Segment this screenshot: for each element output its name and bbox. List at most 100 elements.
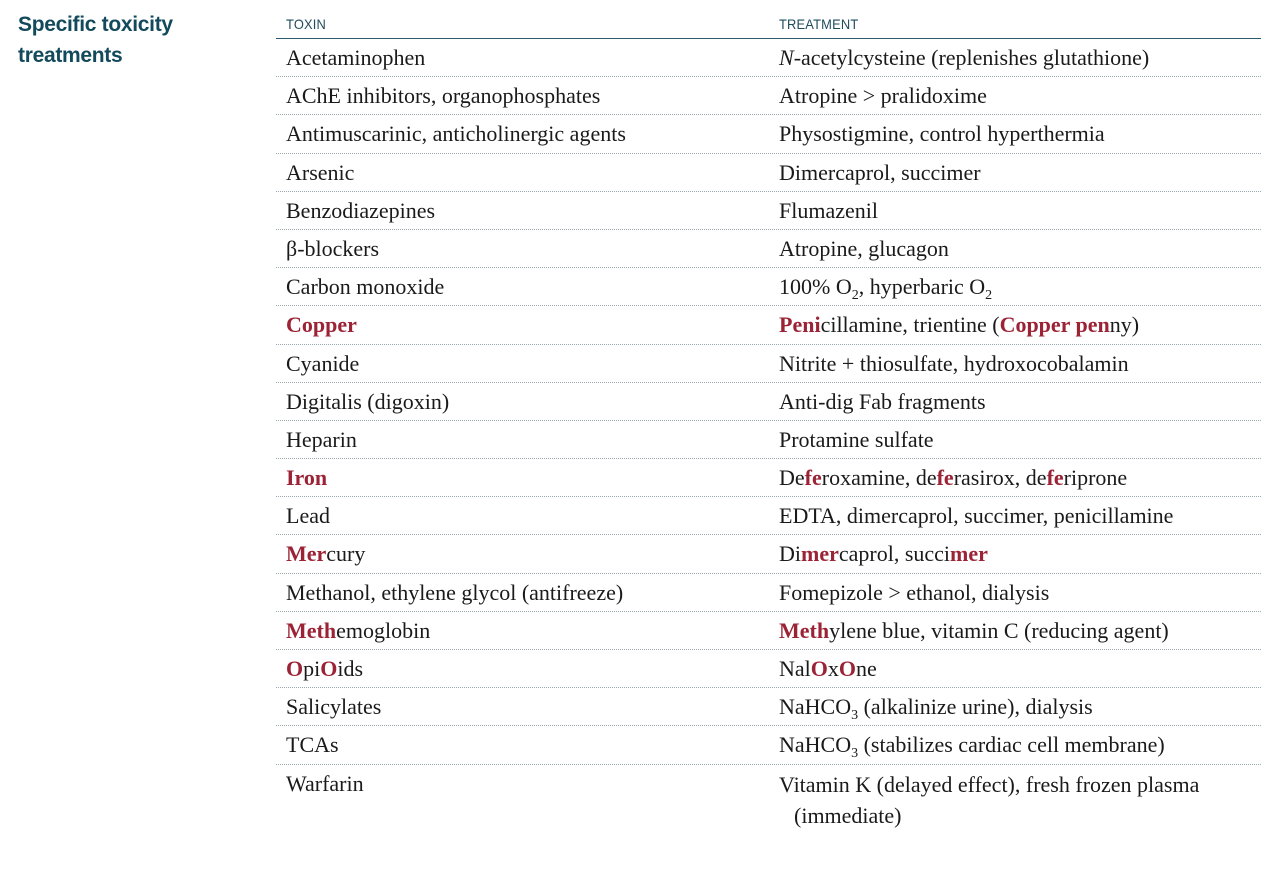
mnemonic-highlight: Iron [286,465,328,491]
toxin-cell: Cyanide [286,351,359,377]
toxin-cell: Iron [286,465,327,491]
text-segment: ylene blue, vitamin C (reducing agent) [829,617,1169,643]
toxin-cell: OpiOids [286,656,363,682]
table-row: Carbon monoxide 100% O2, hyperbaric O2 [276,268,1261,307]
treatment-cell: Nitrite + thiosulfate, hydroxocobalamin [779,351,1129,377]
treatment-cell: N-acetylcysteine (replenishes glutathion… [779,45,1149,71]
table-row: Salicylates NaHCO3 (alkalinize urine), di… [276,688,1261,727]
column-header-toxin: TOXIN [286,16,327,32]
text-segment: Carbon monoxide [286,274,445,300]
toxin-cell: Heparin [286,427,357,453]
treatment-cell: Protamine sulfate [779,427,934,453]
text-segment: 3 [851,746,859,762]
text-segment: roxamine, de [821,465,937,491]
toxicity-treatment-table: TOXIN TREATMENT Acetaminophen N-acetylcys… [276,0,1261,835]
text-segment: Antimuscarinic, anticholinergic agents [286,121,626,147]
table-row: Lead EDTA, dimercaprol, succimer, penicil… [276,497,1261,536]
text-segment: Heparin [286,426,357,452]
mnemonic-highlight: Meth [286,617,337,643]
mnemonic-highlight: O [320,656,338,681]
text-segment: Nal [779,656,811,681]
treatment-cell: Atropine, glucagon [779,236,949,262]
text-segment: Atropine, glucagon [779,235,949,261]
column-header-treatment: TREATMENT [779,16,859,32]
mnemonic-highlight: O [838,656,857,681]
mnemonic-highlight: mer [950,541,988,567]
mnemonic-highlight: Peni [779,312,821,338]
table-row: Heparin Protamine sulfate [276,421,1261,460]
toxin-cell: Benzodiazepines [286,198,435,224]
toxin-cell: Acetaminophen [286,45,425,71]
text-segment: (alkalinize urine), dialysis [858,694,1093,720]
treatment-cell: 100% O2, hyperbaric O2 [779,274,992,303]
toxin-cell: Methemoglobin [286,618,430,644]
treatment-cell: Penicillamine, trientine (Copper penny) [779,312,1139,338]
text-segment: Benzodiazepines [286,197,436,223]
section-title: Specific toxicity treatments [18,13,173,67]
treatment-cell: Dimercaprol, succimer [779,541,988,567]
text-segment: Protamine sulfate [779,426,934,452]
table-row: Benzodiazepines Flumazenil [276,192,1261,230]
text-segment: NaHCO [779,694,852,720]
treatment-cell: NalOxOne [779,656,877,682]
toxin-cell: Carbon monoxide [286,274,444,300]
treatment-cell: Dimercaprol, succimer [779,160,981,186]
table-row: Warfarin Vitamin K (delayed effect), fres… [276,765,1261,835]
table-row: Cyanide Nitrite + thiosulfate, hydroxocob… [276,345,1261,383]
treatment-cell: NaHCO3 (alkalinize urine), dialysis [779,694,1093,724]
text-segment: , hyperbaric O [858,274,986,300]
text-segment: Atropine > pralidoxime [779,83,987,109]
text-segment: Warfarin [286,770,364,796]
toxin-cell: Mercury [286,541,365,567]
mnemonic-highlight: Meth [779,617,830,643]
text-segment: x [827,656,839,681]
text-segment: ne [856,656,877,681]
toxin-cell: Copper [286,312,357,338]
table-row: TCAs NaHCO3 (stabilizes cardiac cell memb… [276,726,1261,765]
table-body: Acetaminophen N-acetylcysteine (replenish… [276,39,1261,835]
table-row: Iron Deferoxamine, deferasirox, deferipro… [276,459,1261,498]
text-segment: emoglobin [336,617,431,643]
mnemonic-highlight: O [810,656,828,681]
mnemonic-highlight: mer [801,541,839,567]
table-row: Methanol, ethylene glycol (antifreeze) Fo… [276,574,1261,612]
table-row: Digitalis (digoxin) Anti-dig Fab fragment… [276,383,1261,421]
text-segment: -acetylcysteine (replenishes glutathione… [793,45,1150,70]
text-segment: β-blockers [286,235,380,261]
text-segment: 3 [851,708,859,724]
toxin-cell: Lead [286,503,330,529]
text-segment: cillamine, trientine ( [820,312,1000,338]
text-segment: (stabilizes cardiac cell membrane) [858,732,1165,758]
toxin-cell: Digitalis (digoxin) [286,389,449,415]
mnemonic-highlight: Copper [286,312,357,338]
toxin-cell: Methanol, ethylene glycol (antifreeze) [286,580,623,606]
table-row: Acetaminophen N-acetylcysteine (replenish… [276,39,1261,78]
table-row: Arsenic Dimercaprol, succimer [276,154,1261,192]
text-segment: riprone [1063,465,1128,491]
text-segment: Anti-dig Fab fragments [779,388,986,414]
text-segment: caprol, succi [838,541,951,567]
treatment-cell: Methylene blue, vitamin C (reducing agen… [779,618,1169,644]
treatment-cell: Flumazenil [779,198,878,224]
text-segment: Nitrite + thiosulfate, hydroxocobalamin [779,350,1129,376]
treatment-cell: Physostigmine, control hyperthermia [779,121,1105,147]
table-row: AChE inhibitors, organophosphates Atropin… [276,77,1261,116]
text-segment: Fomepizole > ethanol, dialysis [779,579,1050,605]
text-segment: TCAs [286,732,339,758]
mnemonic-highlight: fe [804,465,822,491]
treatment-cell: Anti-dig Fab fragments [779,389,986,415]
text-segment: Dimercaprol, succimer [779,159,981,185]
text-segment: (immediate) [794,802,902,828]
table-row: Copper Penicillamine, trientine (Copper p… [276,306,1261,345]
text-segment: Arsenic [286,159,355,185]
text-segment: Vitamin K (delayed effect), fresh frozen… [779,771,1200,797]
table-header: TOXIN TREATMENT [276,0,1261,39]
text-segment: NaHCO [779,732,852,758]
text-segment: AChE inhibitors, organophosphates [286,83,601,109]
toxin-cell: AChE inhibitors, organophosphates [286,83,600,109]
text-segment: rasirox, de [953,465,1047,491]
toxin-cell: β-blockers [286,236,379,262]
text-segment: 100% O [779,274,852,300]
treatment-cell: Deferoxamine, deferasirox, deferiprone [779,465,1127,491]
mnemonic-highlight: O [286,656,304,681]
